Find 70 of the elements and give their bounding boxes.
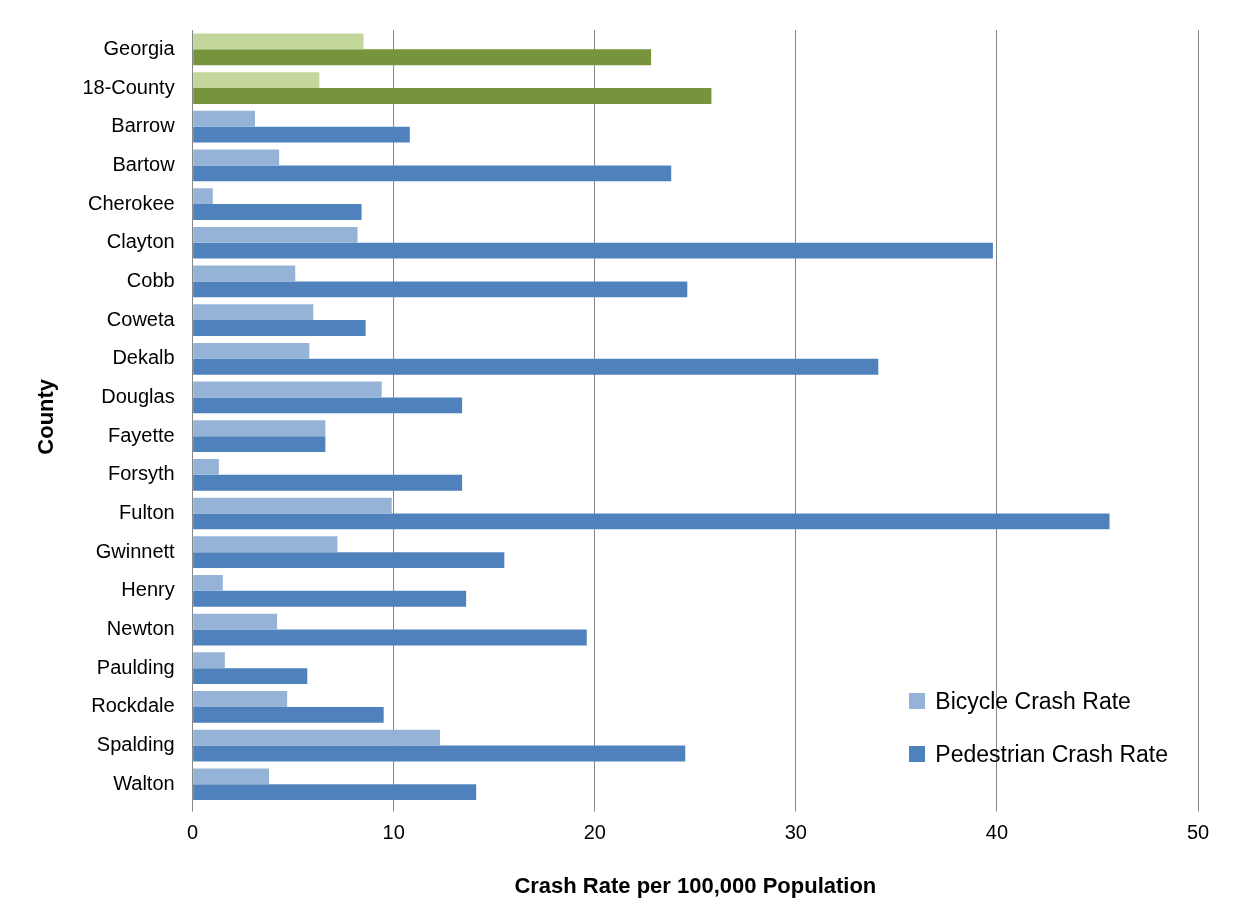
y-tick-label: Newton <box>106 617 175 640</box>
y-tick-label: Paulding <box>96 655 175 678</box>
legend-label: Pedestrian Crash Rate <box>935 740 1168 768</box>
y-tick-label: Spalding <box>96 733 175 756</box>
bar <box>193 691 288 707</box>
bar <box>193 304 314 321</box>
bar <box>193 72 320 89</box>
bar <box>193 242 993 259</box>
bar <box>193 536 338 553</box>
bar <box>193 575 223 591</box>
y-tick-label: Clayton <box>106 230 175 253</box>
bar <box>193 784 477 801</box>
bar <box>193 768 270 785</box>
x-tick-label: 20 <box>583 821 606 844</box>
bar <box>193 436 326 452</box>
bar <box>193 342 310 359</box>
bar <box>193 458 219 475</box>
y-tick-label: Dekalb <box>112 346 175 369</box>
bar <box>193 281 688 298</box>
y-tick-label: Bartow <box>112 152 176 175</box>
y-tick-label: Walton <box>113 771 175 794</box>
bar <box>193 49 652 66</box>
bar <box>193 381 382 398</box>
y-tick-label: Cobb <box>126 268 175 291</box>
bar <box>193 149 280 166</box>
bar <box>193 110 256 127</box>
x-tick-label: 30 <box>784 821 807 844</box>
bar <box>193 33 364 50</box>
bar <box>193 629 587 646</box>
bar <box>193 474 463 491</box>
bar <box>193 590 467 607</box>
bar <box>193 320 366 336</box>
bar <box>193 420 326 437</box>
y-tick-label: Coweta <box>106 307 176 330</box>
bar <box>193 513 1110 530</box>
x-axis-title: Crash Rate per 100,000 Population <box>514 872 877 898</box>
y-tick-label: Fayette <box>107 423 175 446</box>
bar <box>193 729 440 746</box>
bar <box>193 552 505 569</box>
bar <box>193 265 296 282</box>
y-tick-label: Cherokee <box>87 191 175 214</box>
x-tick-label: 10 <box>382 821 405 844</box>
bar <box>193 668 308 685</box>
y-axis-title: County <box>33 378 59 455</box>
y-tick-label: Rockdale <box>91 694 175 717</box>
y-tick-label: Henry <box>121 578 175 601</box>
x-tick-label: 50 <box>1186 821 1210 844</box>
bar <box>193 397 463 414</box>
y-tick-label: 18-County <box>82 75 175 98</box>
y-tick-label: Fulton <box>119 501 175 524</box>
bar <box>193 204 362 220</box>
bar <box>193 126 410 143</box>
x-tick-label: 0 <box>187 821 199 844</box>
y-tick-label: Forsyth <box>107 462 175 485</box>
bar <box>193 226 358 243</box>
bar <box>193 745 686 762</box>
x-tick-label: 40 <box>985 821 1009 844</box>
bar <box>193 358 879 375</box>
y-tick-label: Georgia <box>103 36 176 59</box>
bar <box>193 652 225 669</box>
bar <box>193 706 384 723</box>
bar <box>193 613 278 630</box>
y-tick-label: Gwinnett <box>95 539 176 562</box>
bar <box>193 497 392 514</box>
bar <box>193 88 712 104</box>
bar <box>193 188 213 205</box>
y-tick-label: Douglas <box>101 384 175 407</box>
legend-label: Bicycle Crash Rate <box>935 687 1131 715</box>
bar <box>193 165 672 182</box>
y-tick-label: Barrow <box>111 114 176 137</box>
